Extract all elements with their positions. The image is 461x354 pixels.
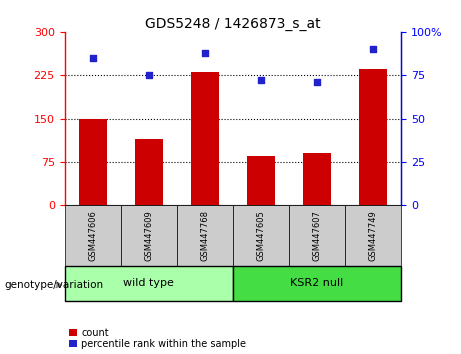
Bar	[191, 72, 219, 205]
Title: GDS5248 / 1426873_s_at: GDS5248 / 1426873_s_at	[145, 17, 320, 31]
Point	[313, 79, 321, 85]
Bar	[65, 205, 121, 266]
Bar	[233, 266, 401, 301]
Text: GSM447607: GSM447607	[313, 210, 321, 261]
Text: wild type: wild type	[123, 278, 174, 288]
Point	[369, 46, 377, 52]
Point	[201, 50, 208, 56]
Bar	[78, 119, 106, 205]
Bar	[289, 205, 345, 266]
Bar	[177, 205, 233, 266]
Point	[89, 55, 96, 61]
Legend: count, percentile rank within the sample: count, percentile rank within the sample	[70, 328, 246, 349]
Bar	[345, 205, 401, 266]
Text: GSM447768: GSM447768	[200, 210, 209, 261]
Text: GSM447606: GSM447606	[88, 210, 97, 261]
Text: GSM447749: GSM447749	[368, 210, 378, 261]
Text: genotype/variation: genotype/variation	[5, 280, 104, 290]
Text: GSM447609: GSM447609	[144, 210, 153, 261]
Bar	[135, 139, 163, 205]
Bar	[65, 266, 233, 301]
Bar	[247, 156, 275, 205]
Bar	[121, 205, 177, 266]
Text: KSR2 null: KSR2 null	[290, 278, 343, 288]
Bar	[233, 205, 289, 266]
Text: GSM447605: GSM447605	[256, 210, 266, 261]
Bar	[359, 69, 387, 205]
Point	[257, 78, 265, 83]
Bar	[303, 153, 331, 205]
Point	[145, 73, 152, 78]
